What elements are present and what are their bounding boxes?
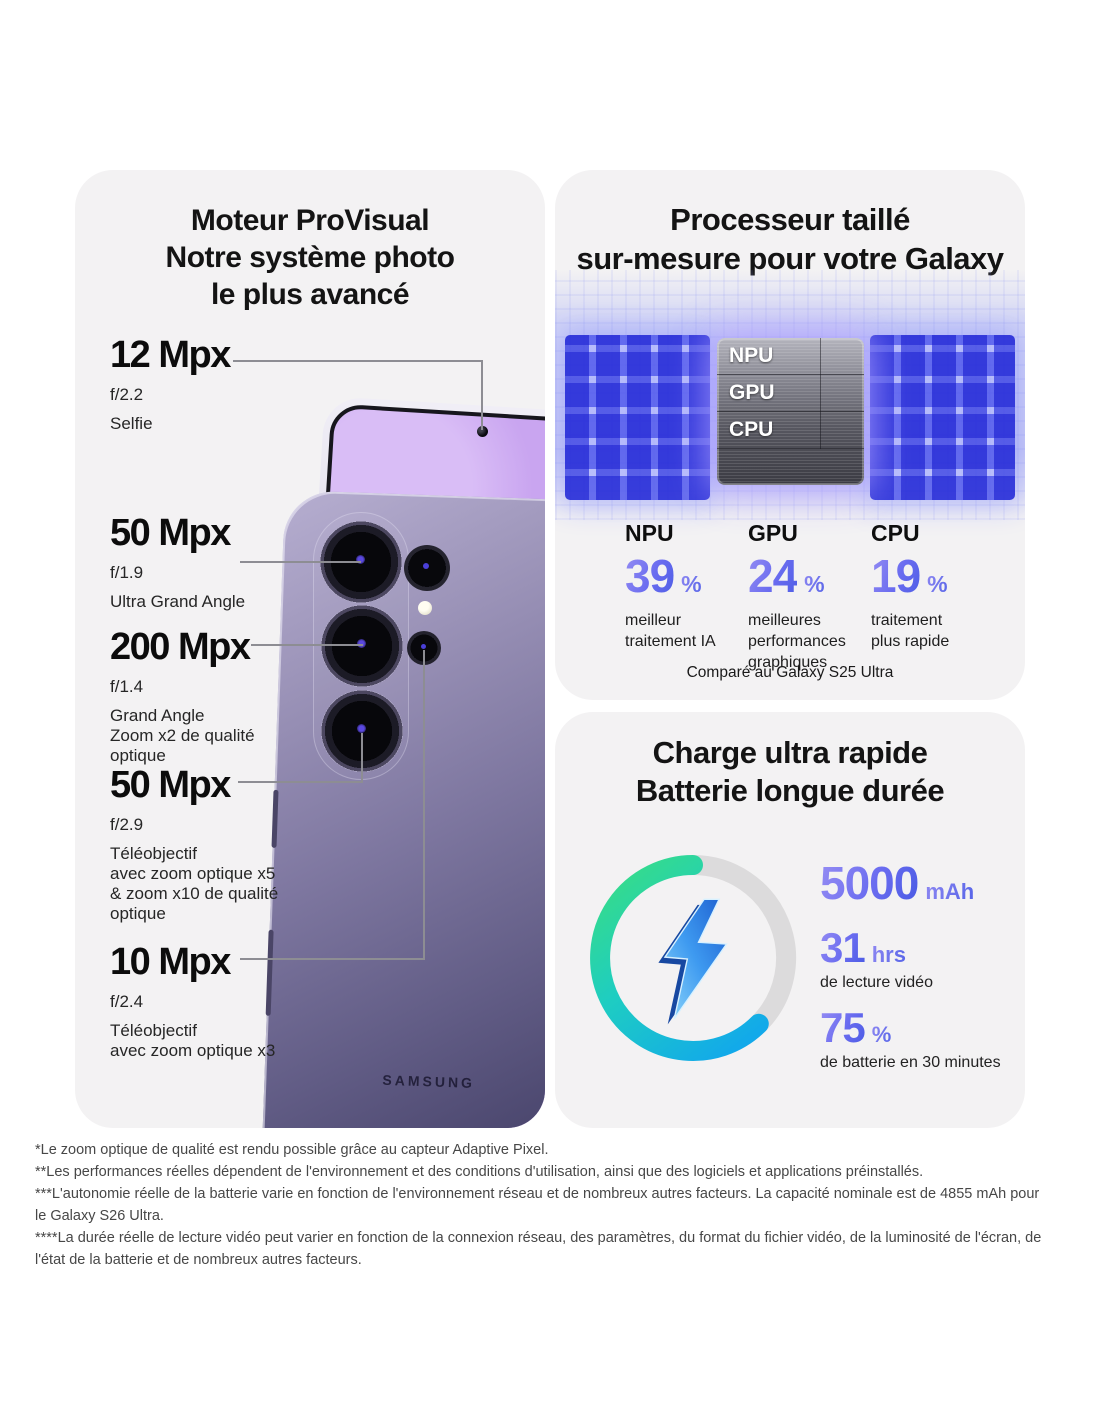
circuit-module-right — [870, 335, 1015, 500]
fastcharge-stat: 75 % — [820, 1004, 1020, 1052]
footnote: **Les performances réelles dépendent de … — [35, 1164, 924, 1180]
footnote: *Le zoom optique de qualité est rendu po… — [35, 1142, 549, 1158]
camera-card-title: Moteur ProVisual Notre système photo le … — [165, 204, 455, 311]
chip-row-gpu: GPU — [717, 375, 864, 412]
camera-spec-tele5: 50 Mpx f/2.9 Téléobjectif avec zoom opti… — [110, 764, 279, 924]
spec-description: Grand Angle Zoom x2 de qualité optique — [110, 705, 255, 765]
spec-aperture: f/2.2 — [110, 384, 144, 404]
chip-divider-line — [819, 338, 821, 449]
callout-line-tele3 — [240, 958, 425, 960]
spec-megapixels: 50 Mpx — [110, 512, 231, 554]
stat-value: 31 — [820, 924, 866, 971]
callout-line-selfie — [233, 360, 483, 362]
samsung-logo: SAMSUNG — [382, 1071, 476, 1091]
playback-stat: 31 hrs — [820, 924, 1020, 972]
capacity-stat: 5000 mAh — [820, 856, 1020, 910]
battery-card-title: Charge ultra rapide Batterie longue duré… — [635, 735, 945, 808]
footnotes: *Le zoom optique de qualité est rendu po… — [35, 1139, 1045, 1271]
camera-spec-ultrawide: 50 Mpx f/1.9 Ultra Grand Angle — [110, 512, 246, 612]
callout-line-ultrawide — [240, 561, 361, 563]
callout-line-tele5 — [361, 733, 363, 783]
battery-stats: 5000 mAh 31 hrs de lecture vidéo 75 % de… — [820, 856, 1020, 1072]
callout-line-tele3 — [423, 650, 425, 960]
stat-value: 19 — [871, 550, 921, 602]
spec-description: Téléobjectif avec zoom optique x3 — [110, 1020, 276, 1060]
wide-lens — [321, 605, 403, 687]
stat-value: 75 — [820, 1004, 866, 1051]
stat-description: meilleur traitement IA — [625, 612, 716, 650]
circuit-module-left — [565, 335, 710, 500]
stat-unit: % — [927, 571, 948, 597]
battery-card: Charge ultra rapide Batterie longue duré… — [555, 712, 1025, 1128]
secondary-lens — [404, 545, 450, 591]
stat-description: de lecture vidéo — [820, 974, 933, 991]
spec-aperture: f/2.9 — [110, 814, 144, 834]
callout-line-wide — [251, 644, 363, 646]
stat-label: CPU — [871, 520, 920, 546]
spec-aperture: f/2.4 — [110, 991, 144, 1011]
comparison-note: Comparé au Galaxy S25 Ultra — [686, 664, 894, 681]
stat-unit: % — [681, 571, 702, 597]
lightning-bolt-icon — [658, 898, 728, 1025]
spec-megapixels: 12 Mpx — [110, 334, 231, 376]
stat-description: meilleures performances graphiques — [748, 612, 846, 671]
processor-card-title: Processeur taillé sur-mesure pour votre … — [576, 202, 1004, 276]
spec-aperture: f/1.9 — [110, 562, 144, 582]
npu-stat: NPU 39 % meilleur traitement IA — [625, 520, 750, 652]
spec-aperture: f/1.4 — [110, 676, 144, 696]
chip-row-npu: NPU — [717, 338, 864, 375]
footnote: ***L'autonomie réelle de la batterie var… — [35, 1186, 1040, 1224]
cpu-stat: CPU 19 % traitement plus rapide — [871, 520, 996, 652]
stat-unit: % — [804, 571, 825, 597]
battery-gauge-ring — [590, 855, 797, 1061]
callout-line-tele5 — [238, 781, 363, 783]
spec-description: Ultra Grand Angle — [110, 591, 246, 611]
spec-megapixels: 10 Mpx — [110, 941, 231, 983]
camera-card: Moteur ProVisual Notre système photo le … — [75, 170, 545, 1128]
camera-spec-tele3: 10 Mpx f/2.4 Téléobjectif avec zoom opti… — [110, 941, 276, 1061]
stat-description: traitement plus rapide — [871, 612, 950, 650]
processor-card: Processeur taillé sur-mesure pour votre … — [555, 170, 1025, 700]
flash-led — [418, 601, 432, 615]
stat-value: 5000 — [820, 857, 919, 909]
callout-line-selfie — [481, 360, 483, 430]
spec-description: Selfie — [110, 413, 153, 433]
gpu-stat: GPU 24 % meilleures performances graphiq… — [748, 520, 873, 673]
stat-value: 39 — [625, 550, 675, 602]
spec-description: Téléobjectif avec zoom optique x5 & zoom… — [110, 843, 279, 923]
stat-description: de batterie en 30 minutes — [820, 1054, 1001, 1071]
camera-spec-wide: 200 Mpx f/1.4 Grand Angle Zoom x2 de qua… — [110, 626, 255, 766]
footnote: ****La durée réelle de lecture vidéo peu… — [35, 1230, 1042, 1268]
stat-value: 24 — [748, 550, 798, 602]
stat-unit: % — [871, 1022, 892, 1047]
chip-row-cpu: CPU — [717, 412, 864, 449]
spec-megapixels: 200 Mpx — [110, 626, 251, 668]
camera-spec-selfie: 12 Mpx f/2.2 Selfie — [110, 334, 231, 434]
stat-unit: mAh — [925, 879, 975, 904]
selfie-camera-dot — [477, 426, 488, 437]
processor-chip-illustration: NPU GPU CPU — [717, 338, 864, 485]
stat-label: NPU — [625, 520, 674, 546]
stat-unit: hrs — [871, 942, 906, 967]
stat-label: GPU — [748, 520, 798, 546]
spec-megapixels: 50 Mpx — [110, 764, 231, 806]
